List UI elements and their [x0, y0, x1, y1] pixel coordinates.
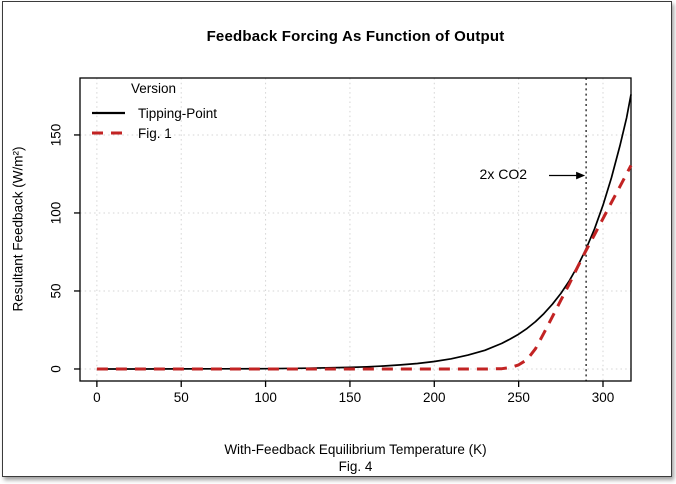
figure-caption: Fig. 4 [338, 459, 373, 474]
co2-annotation-label: 2x CO2 [479, 166, 527, 182]
x-tick-label: 50 [173, 390, 189, 405]
dashed-line-icon [92, 131, 125, 135]
legend-entry-fig1: Fig. 1 [92, 123, 217, 143]
plot-box [79, 77, 632, 382]
x-tick-label: 200 [423, 390, 446, 405]
legend-label: Fig. 1 [138, 125, 172, 141]
y-tick-label: 150 [48, 123, 64, 147]
y-axis-label: Resultant Feedback (W/m²) [10, 146, 26, 312]
series-line-fig-1 [96, 164, 633, 371]
x-tick-label: 100 [254, 390, 277, 405]
x-tick-label: 250 [507, 390, 530, 405]
y-tick-label: 50 [48, 283, 64, 299]
y-tick-label: 0 [48, 365, 64, 373]
image-frame [2, 1, 672, 477]
x-tick-label: 300 [591, 390, 615, 405]
x-tick-label: 0 [93, 390, 101, 405]
x-axis-label: With-Feedback Equilibrium Temperature (K… [224, 442, 487, 457]
y-tick-label: 100 [48, 201, 64, 225]
x-tick-label: 150 [338, 390, 362, 405]
co2-arrow-head [576, 171, 586, 180]
legend: Version Tipping-Point Fig. 1 [92, 81, 217, 143]
legend-title: Version [131, 81, 177, 96]
legend-label: Tipping-Point [138, 105, 218, 121]
legend-entry-tipping-point: Tipping-Point [92, 103, 217, 123]
chart-title: Feedback Forcing As Function of Output [206, 28, 505, 45]
solid-line-icon [92, 111, 125, 115]
